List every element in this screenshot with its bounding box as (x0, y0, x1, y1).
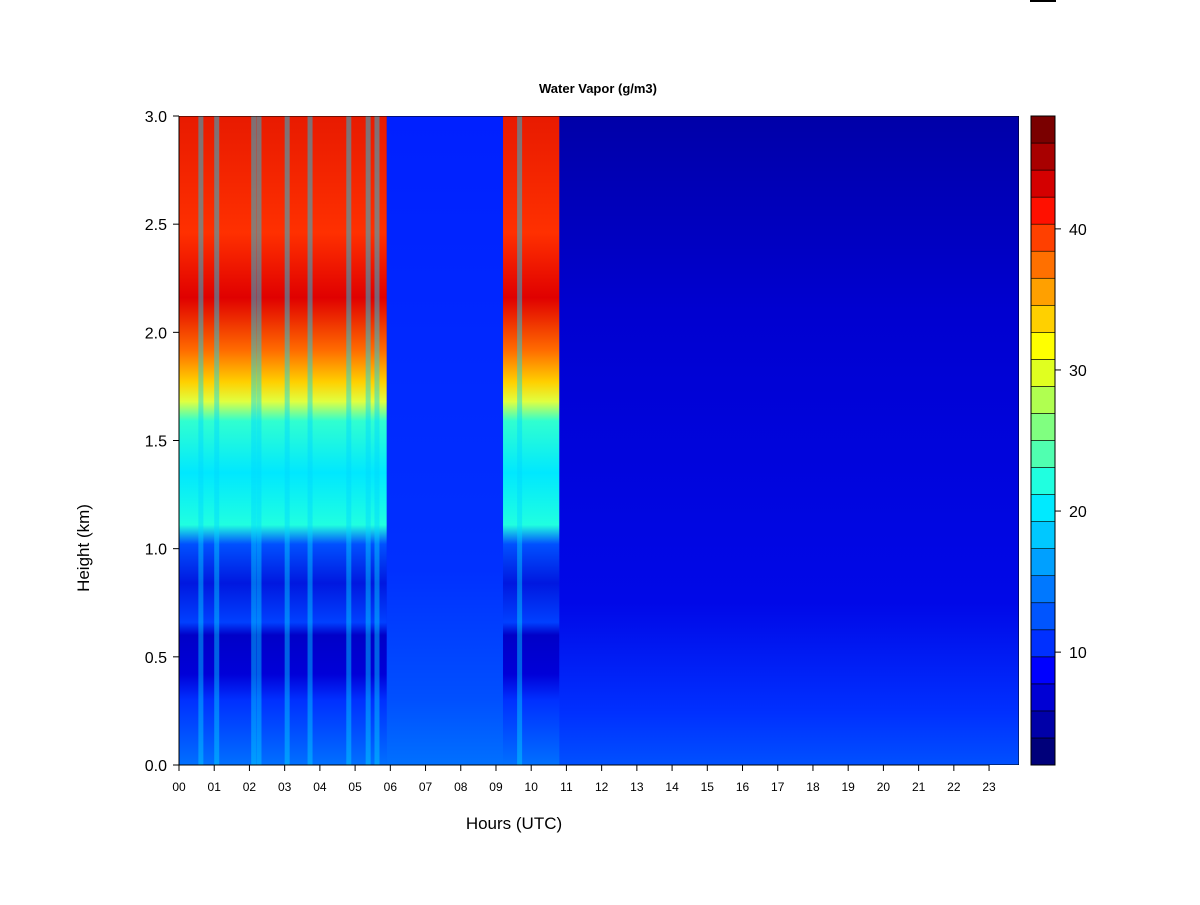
colorbar-segment (1030, 250, 1056, 279)
colorbar-segment (1030, 737, 1056, 766)
y-tick-label: 2.5 (145, 217, 167, 234)
x-tick-label: 14 (665, 780, 679, 794)
x-tick-label: 15 (701, 780, 715, 794)
x-tick-label: 23 (982, 780, 996, 794)
x-tick-label: 03 (278, 780, 292, 794)
x-tick-label: 07 (419, 780, 433, 794)
heatmap-streak (198, 116, 204, 765)
colorbar-frame (1030, 115, 1056, 766)
x-tick-label: 09 (489, 780, 503, 794)
colorbar-segment (1030, 710, 1056, 739)
heatmap-streak (307, 116, 313, 765)
y-tick-label: 0.5 (145, 650, 167, 667)
colorbar-segment (1030, 440, 1056, 468)
colorbar-tick-label: 40 (1069, 222, 1087, 239)
colorbar-segment (1030, 521, 1056, 549)
x-tick-label: 22 (947, 780, 961, 794)
x-tick-label: 13 (630, 780, 644, 794)
heatmap-band (179, 116, 387, 765)
colorbar-segment (1030, 332, 1056, 360)
x-tick-label: 08 (454, 780, 468, 794)
colorbar-segment (1030, 602, 1056, 631)
heatmap-band (559, 116, 1019, 765)
colorbar-segment (1030, 223, 1056, 252)
x-tick-label: 17 (771, 780, 785, 794)
heatmap-streak (284, 116, 290, 765)
colorbar-segment (1030, 413, 1056, 441)
heatmap-band (503, 116, 560, 765)
y-tick-label: 0.0 (145, 758, 167, 775)
x-tick-label: 00 (172, 780, 186, 794)
colorbar-segment (1030, 629, 1056, 658)
corner-line (1030, 0, 1056, 2)
colorbar-segment (1030, 683, 1056, 712)
heatmap-streak (251, 116, 257, 765)
x-tick-label: 02 (243, 780, 257, 794)
heatmap-streak (374, 116, 380, 765)
x-tick-label: 12 (595, 780, 609, 794)
colorbar-segment (1030, 656, 1056, 685)
colorbar-segment (1030, 115, 1056, 144)
y-tick-label: 1.0 (145, 542, 167, 559)
colorbar-segment (1030, 169, 1056, 198)
x-tick-label: 21 (912, 780, 926, 794)
x-tick-label: 05 (348, 780, 362, 794)
colorbar-segment (1030, 386, 1056, 414)
colorbar-segment (1030, 304, 1056, 333)
colorbar-tick-label: 30 (1069, 363, 1087, 380)
colorbar-segment (1030, 196, 1056, 225)
heatmap-streak (214, 116, 220, 765)
heatmap-streak (365, 116, 371, 765)
colorbar-tick-label: 20 (1069, 504, 1087, 521)
x-tick-label: 10 (525, 780, 539, 794)
heatmap-streak (256, 116, 262, 765)
colorbar-segment (1030, 277, 1056, 306)
colorbar-segment (1030, 575, 1056, 604)
x-tick-label: 18 (806, 780, 820, 794)
y-tick-label: 2.0 (145, 325, 167, 342)
x-axis-label: Hours (UTC) (466, 814, 562, 833)
y-tick-label: 3.0 (145, 109, 167, 126)
x-tick-label: 11 (560, 780, 573, 794)
heatmap-streak (517, 116, 523, 765)
x-tick-label: 04 (313, 780, 327, 794)
x-tick-label: 16 (736, 780, 750, 794)
heatmap-band (386, 116, 504, 765)
x-tick-label: 19 (842, 780, 856, 794)
x-tick-label: 01 (208, 780, 222, 794)
colorbar-segment (1030, 359, 1056, 387)
y-axis-label: Height (km) (74, 504, 93, 592)
heatmap-streak (346, 116, 352, 765)
colorbar-segment (1030, 467, 1056, 495)
x-tick-label: 06 (384, 780, 398, 794)
colorbar-tick-label: 10 (1069, 645, 1087, 662)
colorbar-segment (1030, 494, 1056, 522)
colorbar-segment (1030, 548, 1056, 577)
colorbar-segment (1030, 142, 1056, 171)
y-tick-label: 1.5 (145, 434, 167, 451)
x-tick-label: 20 (877, 780, 891, 794)
chart-title: Water Vapor (g/m3) (539, 81, 657, 96)
